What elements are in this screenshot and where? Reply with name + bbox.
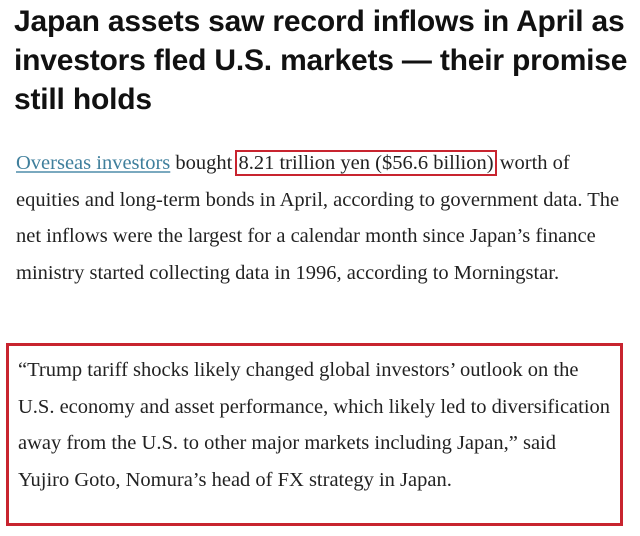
quote-text: “Trump tariff shocks likely changed glob… xyxy=(18,359,611,491)
highlighted-amount: 8.21 trillion yen ($56.6 billion) xyxy=(235,150,497,176)
article-headline: Japan assets saw record inflows in April… xyxy=(14,5,628,116)
article-paragraph: Overseas investors bought 8.21 trillion … xyxy=(16,145,631,291)
paragraph-text: bought xyxy=(170,152,238,174)
highlighted-quote-box: “Trump tariff shocks likely changed glob… xyxy=(6,343,623,526)
overseas-investors-link[interactable]: Overseas investors xyxy=(16,152,171,174)
paragraph-text: worth of equities and long-term bonds in… xyxy=(16,152,620,284)
